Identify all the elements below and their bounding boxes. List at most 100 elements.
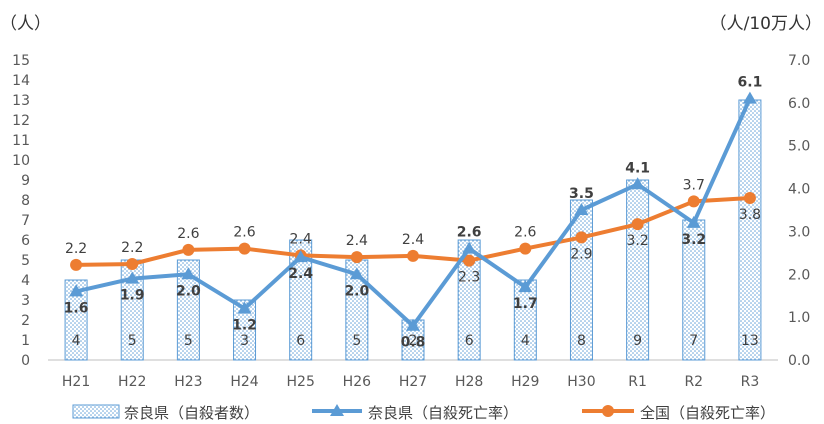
nara-rate-label: 1.2 bbox=[232, 318, 257, 334]
national-rate-label: 2.6 bbox=[177, 226, 199, 242]
nara-rate-label: 0.8 bbox=[401, 335, 426, 351]
bar-value-label: 5 bbox=[128, 333, 137, 349]
x-tick-label: H21 bbox=[62, 374, 90, 390]
bar-value-label: 7 bbox=[689, 333, 698, 349]
x-tick-label: H29 bbox=[511, 374, 539, 390]
nara-rate-label: 1.9 bbox=[120, 288, 145, 304]
nara-rate-marker bbox=[125, 271, 140, 284]
left-tick-label: 10 bbox=[12, 153, 30, 169]
right-tick-label: 6.0 bbox=[788, 96, 810, 112]
legend-national-marker-icon bbox=[602, 405, 614, 417]
nara-rate-marker bbox=[742, 91, 757, 104]
legend-bar-label: 奈良県（自殺者数） bbox=[124, 404, 259, 422]
x-tick-label: H24 bbox=[230, 374, 258, 390]
right-axis: 0.0 1.0 2.0 3.0 4.0 5.0 6.0 7.0 bbox=[788, 53, 810, 369]
national-rate-labels: 2.2 2.2 2.6 2.6 2.4 2.4 2.4 2.3 2.6 2.9 3.2 3.7 3.8 bbox=[65, 177, 761, 285]
nara-rate-marker bbox=[406, 318, 420, 331]
left-tick-label: 4 bbox=[21, 273, 30, 289]
bar-value-label: 9 bbox=[633, 333, 642, 349]
national-rate-marker bbox=[743, 192, 756, 204]
national-rate-marker bbox=[182, 243, 195, 256]
national-rate-label: 2.2 bbox=[121, 240, 143, 256]
x-tick-label: R2 bbox=[684, 374, 703, 390]
x-tick-label: H23 bbox=[174, 374, 202, 390]
national-rate-label: 3.8 bbox=[739, 207, 761, 223]
left-tick-label: 3 bbox=[21, 293, 30, 309]
right-tick-label: 3.0 bbox=[788, 224, 810, 240]
left-tick-label: 15 bbox=[12, 53, 30, 69]
bar-value-label: 5 bbox=[352, 333, 361, 349]
nara-rate-label: 2.0 bbox=[344, 283, 369, 299]
bar-value-label: 6 bbox=[465, 333, 474, 349]
left-tick-label: 6 bbox=[21, 233, 30, 249]
x-tick-label: H26 bbox=[343, 374, 371, 390]
bar-value-label: 6 bbox=[296, 333, 305, 349]
x-tick-label: H30 bbox=[567, 374, 595, 390]
left-axis-unit: （人） bbox=[0, 14, 51, 34]
bar bbox=[457, 239, 481, 361]
x-tick-label: H27 bbox=[399, 374, 427, 390]
national-rate-label: 2.4 bbox=[346, 233, 368, 249]
left-tick-label: 0 bbox=[21, 353, 30, 369]
nara-rate-labels: 1.6 1.9 2.0 1.2 2.4 2.0 0.8 2.6 1.7 3.5 4.1 3.2 6.1 bbox=[64, 75, 763, 351]
legend: 奈良県（自殺者数） 奈良県（自殺死亡率） 全国（自殺死亡率） bbox=[72, 404, 775, 422]
legend-nara-marker-icon bbox=[330, 404, 344, 416]
right-tick-label: 1.0 bbox=[788, 310, 810, 326]
bar bbox=[233, 299, 257, 361]
national-rate-marker bbox=[350, 251, 363, 264]
national-rate-label: 2.3 bbox=[458, 270, 480, 286]
x-tick-label: R1 bbox=[628, 374, 647, 390]
legend-nara-line-label: 奈良県（自殺死亡率） bbox=[368, 404, 518, 422]
bar-value-label: 13 bbox=[741, 333, 759, 349]
national-rate-label: 2.6 bbox=[233, 225, 255, 241]
national-rate-marker bbox=[238, 242, 251, 255]
nara-rate-label: 2.6 bbox=[457, 225, 482, 241]
nara-rate-label: 2.4 bbox=[288, 266, 313, 282]
bar-value-label: 4 bbox=[72, 333, 81, 349]
x-tick-label: H22 bbox=[118, 374, 146, 390]
right-tick-label: 7.0 bbox=[788, 53, 810, 69]
national-rate-marker bbox=[631, 218, 644, 231]
nara-rate-marker bbox=[69, 284, 84, 297]
left-tick-label: 8 bbox=[21, 193, 30, 209]
left-tick-label: 14 bbox=[12, 73, 30, 89]
national-rate-marker bbox=[687, 195, 700, 208]
nara-rate-marker bbox=[686, 215, 701, 228]
bar-labels: 4 5 5 3 6 5 2 6 4 8 9 7 13 bbox=[72, 333, 759, 349]
national-rate-marker bbox=[575, 231, 588, 244]
bar bbox=[64, 279, 88, 361]
right-tick-label: 2.0 bbox=[788, 267, 810, 283]
national-rate-label: 3.7 bbox=[683, 177, 705, 193]
bar bbox=[176, 259, 200, 361]
nara-rate-label: 3.5 bbox=[569, 186, 594, 202]
nara-rate-label: 3.2 bbox=[681, 232, 706, 248]
left-tick-label: 7 bbox=[21, 213, 30, 229]
nara-rate-marker bbox=[293, 250, 308, 263]
national-rate-label: 2.6 bbox=[514, 225, 536, 241]
nara-rate-label: 1.7 bbox=[513, 296, 538, 312]
national-rate-marker bbox=[407, 249, 419, 262]
x-axis: H21 H22 H23 H24 H25 H26 H27 H28 H29 H30 R1 R2 R3 bbox=[62, 374, 759, 390]
nara-rate-series bbox=[69, 91, 757, 331]
left-tick-label: 12 bbox=[12, 113, 30, 129]
national-rate-marker bbox=[519, 242, 532, 255]
nara-rate-label: 1.6 bbox=[64, 300, 89, 316]
x-tick-label: R3 bbox=[741, 374, 760, 390]
bar-value-label: 5 bbox=[184, 333, 193, 349]
bar bbox=[513, 279, 537, 361]
nara-rate-label: 2.0 bbox=[176, 283, 201, 299]
bar bbox=[738, 99, 762, 361]
nara-rate-label: 4.1 bbox=[625, 160, 650, 176]
national-rate-marker bbox=[463, 254, 476, 267]
x-tick-label: H28 bbox=[455, 374, 483, 390]
left-tick-label: 1 bbox=[21, 333, 30, 349]
bar-value-label: 3 bbox=[240, 333, 249, 349]
x-tick-label: H25 bbox=[287, 374, 315, 390]
right-tick-label: 4.0 bbox=[788, 182, 810, 198]
right-axis-unit: （人/10万人） bbox=[710, 14, 822, 34]
nara-rate-marker bbox=[518, 280, 533, 293]
national-rate-marker bbox=[70, 258, 83, 271]
right-tick-label: 0.0 bbox=[788, 353, 810, 369]
